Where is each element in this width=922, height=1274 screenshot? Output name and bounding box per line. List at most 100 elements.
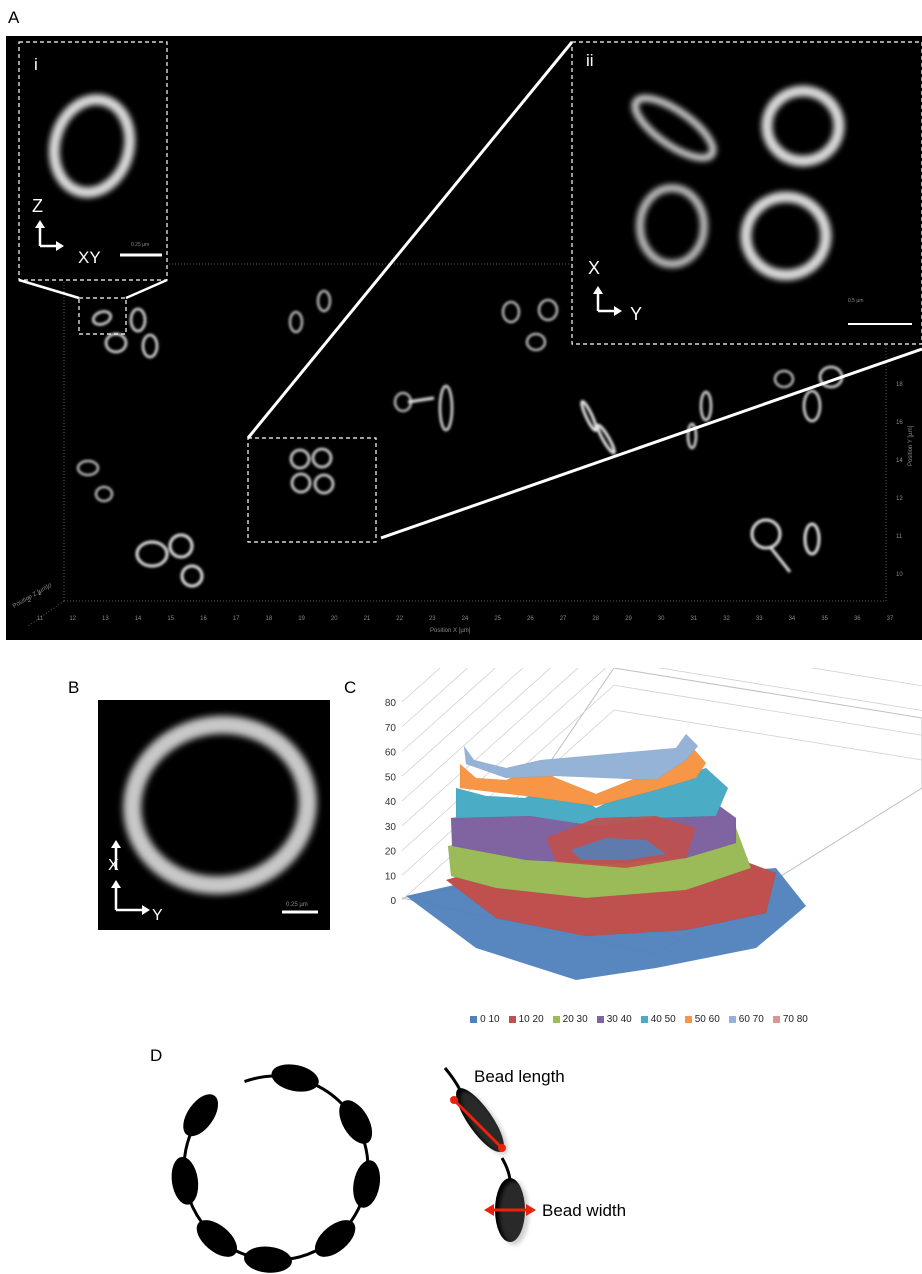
ring-bead: [190, 1213, 243, 1264]
zoom-line-top: [248, 42, 572, 438]
legend-label: 30 40: [607, 1014, 632, 1025]
x-tick-label: 16: [200, 616, 207, 622]
x-tick-label: 21: [364, 616, 371, 622]
panel-c-svg: 0 10 20 30 40 50 60 70 80: [356, 668, 922, 1008]
legend-label: 70 80: [783, 1014, 808, 1025]
x-tick-label: 11: [37, 616, 44, 622]
z-tick-label: 10: [385, 871, 397, 882]
inset-ii-scale-text: 0.5 µm: [848, 298, 863, 304]
z-tick-label: 20: [385, 847, 397, 858]
legend-swatch: [641, 1016, 648, 1023]
bead-length-label: Bead length: [474, 1067, 565, 1086]
x-tick-label: 26: [527, 616, 534, 622]
x-tick-label: 34: [789, 616, 796, 622]
legend-swatch: [553, 1016, 560, 1023]
inset-i-axis-right: XY: [78, 248, 101, 267]
legend-label: 60 70: [739, 1014, 764, 1025]
z-tick-label: 60: [385, 748, 397, 759]
legend-label: 0 10: [480, 1014, 499, 1025]
x-tick-label: 30: [658, 616, 665, 622]
legend-swatch: [509, 1016, 516, 1023]
y-tick-label: 16: [896, 420, 903, 426]
x-tick-label: 28: [592, 616, 599, 622]
ring-bead: [169, 1155, 201, 1206]
legend-swatch: [685, 1016, 692, 1023]
y-tick-label: 12: [896, 496, 903, 502]
x-tick-label: 33: [756, 616, 763, 622]
ring-bead: [243, 1245, 293, 1274]
bead-chain: [445, 1068, 536, 1245]
z-tick-label: 50: [385, 772, 397, 783]
inset-ii-axis-right: Y: [630, 304, 642, 324]
inset-i: [19, 42, 167, 334]
panel-b-svg: X Y 0.25 µm: [98, 700, 330, 930]
ring-bead: [176, 1088, 225, 1142]
y-axis-ticks: 18 16 14 12 11 10: [896, 382, 903, 578]
panel-c-surface-chart: 0 10 20 30 40 50 60 70 80 0 10 10 20 20 30 30 40 40 …: [356, 668, 922, 1040]
y-tick-label: 10: [896, 572, 903, 578]
panel-b-axis-right: Y: [152, 907, 163, 924]
y-tick-label: 11: [896, 534, 903, 540]
x-axis-title: Position X [µm]: [430, 628, 471, 634]
x-tick-label: 35: [821, 616, 828, 622]
inset-i-label: i: [34, 55, 38, 74]
x-axis-ticks: 11 12 13 14 15 16 17 18 19 20 21 22 23 24 25 26 27 28 29 30…: [37, 616, 894, 622]
chart-legend: 0 10 10 20 20 30 30 40 40 50 50 60 60 70 70 80: [356, 1014, 922, 1025]
panel-d-schematic: Bead length Bead width: [150, 1060, 750, 1274]
panel-c-label: C: [344, 678, 356, 698]
z-tick-label: 40: [385, 797, 397, 808]
x-tick-label: 15: [167, 616, 174, 622]
legend-item: 0 10: [470, 1014, 499, 1025]
x-tick-label: 17: [233, 616, 240, 622]
z-tick-label: 80: [385, 698, 397, 709]
legend-item: 20 30: [553, 1014, 588, 1025]
panel-a-svg: i Z XY 0.25 µm ii X Y: [6, 36, 922, 640]
legend-swatch: [729, 1016, 736, 1023]
panel-b-axis-up-arrow2: [111, 880, 121, 888]
x-tick-label: 25: [494, 616, 501, 622]
legend-label: 50 60: [695, 1014, 720, 1025]
z-axis-title: Position Z [µm]: [12, 584, 50, 609]
chart-z-ticks: 0 10 20 30 40 50 60 70 80: [385, 698, 397, 907]
legend-item: 60 70: [729, 1014, 764, 1025]
x-tick-label: 14: [135, 616, 142, 622]
x-tick-label: 22: [396, 616, 403, 622]
legend-label: 40 50: [651, 1014, 676, 1025]
panel-b-scale-text: 0.25 µm: [286, 902, 308, 908]
inset-i-axis-up: Z: [32, 196, 43, 216]
inset-ii-label: ii: [586, 51, 594, 70]
panel-a-micrograph: i Z XY 0.25 µm ii X Y: [6, 36, 922, 640]
x-tick-label: 24: [462, 616, 469, 622]
legend-item: 10 20: [509, 1014, 544, 1025]
legend-swatch: [597, 1016, 604, 1023]
panel-b-axis-up: X: [108, 857, 119, 874]
x-tick-label: 18: [266, 616, 273, 622]
inset-ii: [572, 42, 922, 344]
panel-b-micrograph: X Y 0.25 µm: [98, 700, 330, 930]
x-tick-label: 29: [625, 616, 632, 622]
x-tick-label: 31: [691, 616, 698, 622]
x-tick-label: 20: [331, 616, 338, 622]
panel-b-label: B: [68, 678, 79, 698]
beaded-ring: [158, 1060, 394, 1274]
z-tick-label: 30: [385, 822, 397, 833]
x-tick-label: 12: [69, 616, 76, 622]
panel-d-svg: Bead length Bead width: [150, 1060, 750, 1274]
legend-item: 40 50: [641, 1014, 676, 1025]
x-tick-label: 23: [429, 616, 436, 622]
panel-a-label: A: [8, 8, 19, 28]
x-tick-label: 32: [723, 616, 730, 622]
x-tick-label: 37: [887, 616, 894, 622]
x-tick-label: 27: [560, 616, 567, 622]
y-tick-label: 14: [896, 458, 903, 464]
panel-b-axis-right-arrow: [142, 905, 150, 915]
ring-bead: [269, 1060, 321, 1095]
x-tick-label: 36: [854, 616, 861, 622]
y-axis-title: Position Y [µm]: [908, 425, 914, 466]
ring-bead: [308, 1213, 361, 1264]
inset-ii-axis-up: X: [588, 258, 600, 278]
y-tick-label: 18: [896, 382, 903, 388]
legend-label: 20 30: [563, 1014, 588, 1025]
legend-swatch: [773, 1016, 780, 1023]
legend-item: 30 40: [597, 1014, 632, 1025]
